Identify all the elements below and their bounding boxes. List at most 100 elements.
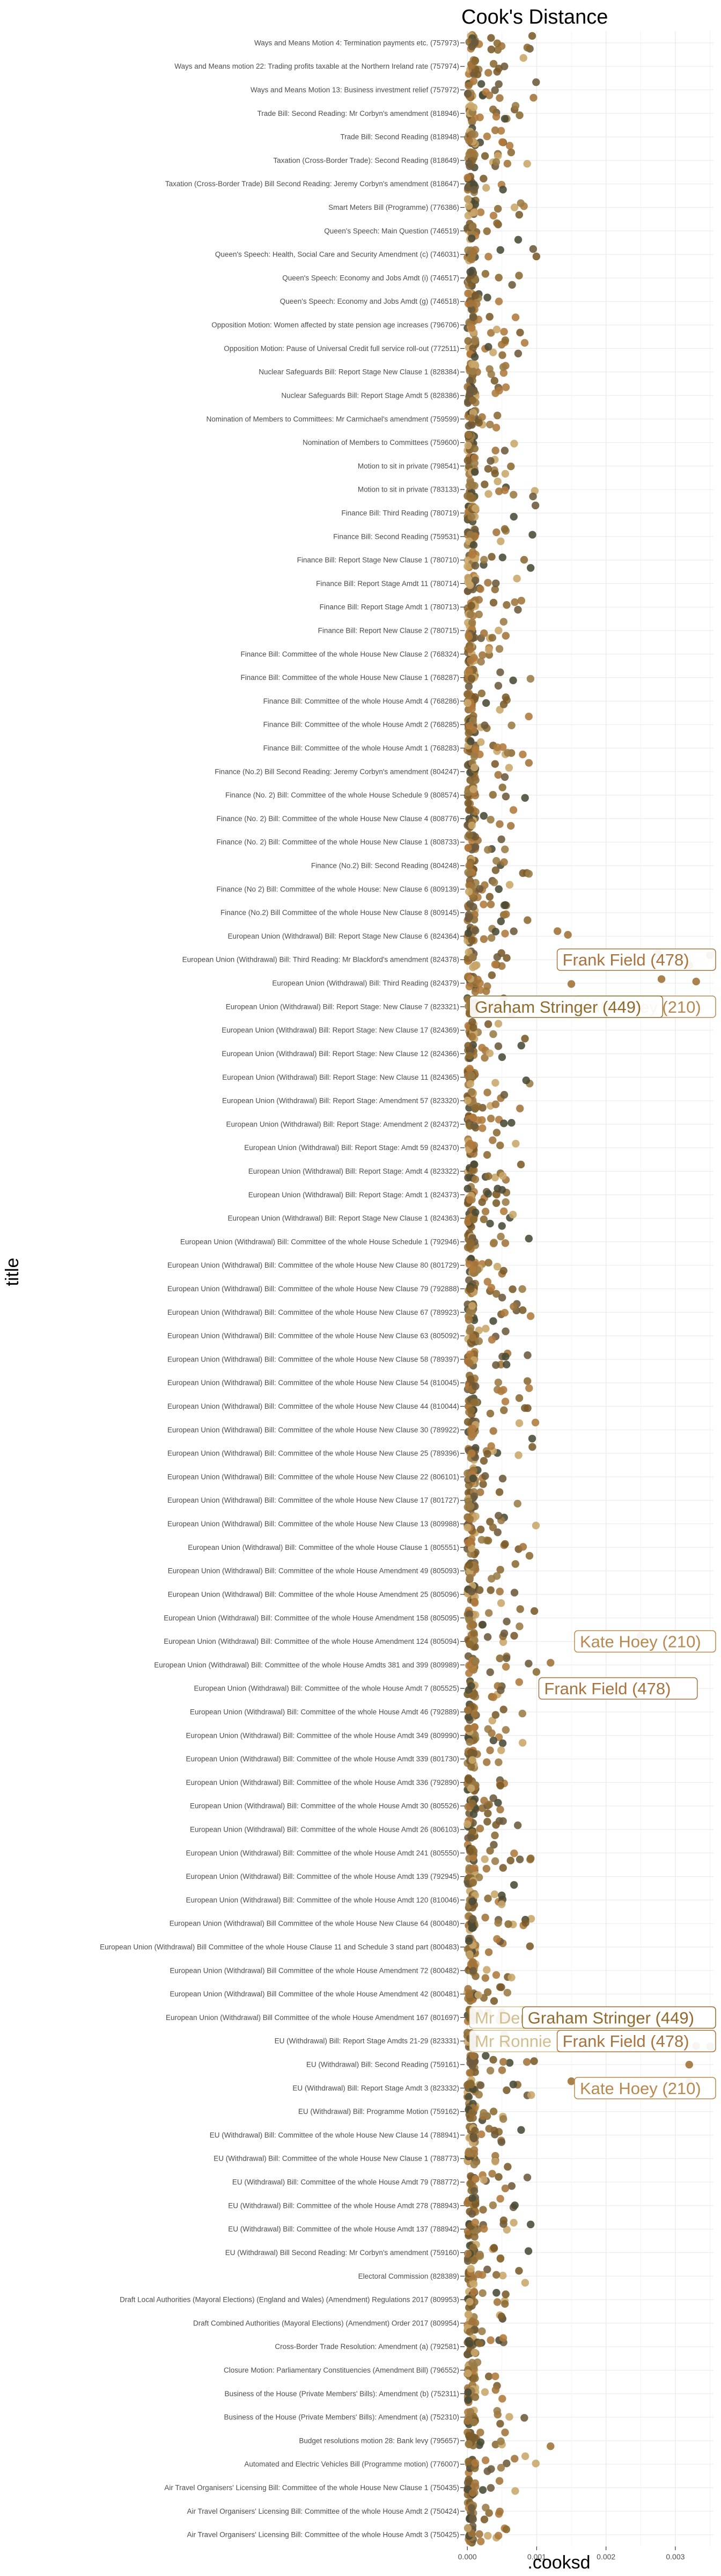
data-point xyxy=(510,1589,519,1597)
data-point xyxy=(502,1654,511,1663)
data-point xyxy=(513,574,521,583)
data-point xyxy=(479,1124,487,1132)
data-point xyxy=(514,236,523,244)
data-point xyxy=(483,227,491,236)
data-point xyxy=(471,468,479,476)
data-point xyxy=(489,60,498,68)
data-point xyxy=(478,1044,486,1052)
data-point xyxy=(530,1607,539,1615)
y-tick-label: Finance Bill: Committee of the whole Hou… xyxy=(241,650,459,658)
data-point xyxy=(511,2201,519,2209)
data-point xyxy=(467,235,476,243)
data-point xyxy=(498,1474,507,1483)
data-point xyxy=(475,1873,483,1882)
data-point xyxy=(521,2452,529,2461)
data-point xyxy=(467,602,475,610)
data-point xyxy=(470,1599,479,1607)
data-point xyxy=(523,2174,532,2182)
data-point xyxy=(480,2224,488,2233)
data-point xyxy=(529,245,538,253)
data-point xyxy=(467,1550,475,1558)
data-point xyxy=(499,618,507,626)
data-point xyxy=(464,1706,472,1715)
y-tick-label: European Union (Withdrawal) Bill: Report… xyxy=(248,1167,459,1175)
data-point xyxy=(499,1864,507,1872)
data-point xyxy=(464,337,472,345)
data-point xyxy=(491,470,499,478)
data-point xyxy=(470,208,479,217)
data-point xyxy=(487,45,495,54)
data-point xyxy=(485,313,494,321)
data-point xyxy=(528,1443,536,1451)
data-point xyxy=(499,1706,507,1714)
y-tick-label: Nomination of Members to Committees: Mr … xyxy=(206,415,459,423)
y-tick-label: Motion to sit in private (798541) xyxy=(358,462,459,470)
data-point xyxy=(511,2487,519,2495)
data-point xyxy=(464,456,472,465)
data-point xyxy=(466,1847,474,1855)
y-tick-label: Ways and Means motion 22: Trading profit… xyxy=(174,62,459,70)
y-axis-title: title xyxy=(2,1258,23,1286)
data-point xyxy=(497,1599,505,1607)
y-tick-label: European Union (Withdrawal) Bill: Report… xyxy=(226,1120,459,1128)
x-tick-label: 0.002 xyxy=(597,2552,615,2561)
data-point xyxy=(468,1799,476,1807)
data-point xyxy=(466,776,474,784)
data-point xyxy=(470,2146,479,2154)
data-point xyxy=(485,2125,493,2133)
data-point xyxy=(519,1543,527,1551)
data-point xyxy=(464,2524,472,2533)
data-point xyxy=(469,1923,477,1932)
data-point xyxy=(477,657,485,666)
y-tick-label: EU (Withdrawal) Bill: Committee of the w… xyxy=(214,2155,459,2163)
data-point xyxy=(475,2530,483,2538)
data-point xyxy=(486,1847,494,1855)
data-point xyxy=(501,470,510,478)
data-point xyxy=(497,1233,505,1241)
data-point xyxy=(464,195,472,203)
data-point xyxy=(481,152,489,160)
data-point xyxy=(472,576,480,584)
data-point xyxy=(485,1049,494,1057)
y-tick-label: European Union (Withdrawal) Bill: Commit… xyxy=(168,1567,459,1575)
data-point xyxy=(492,423,501,432)
data-point xyxy=(480,1215,488,1224)
y-tick-label: Nomination of Members to Committees (759… xyxy=(303,438,459,447)
data-point xyxy=(478,2271,487,2279)
data-point xyxy=(476,585,484,593)
data-point xyxy=(488,553,496,561)
data-point xyxy=(472,1657,480,1665)
data-point xyxy=(519,54,527,62)
data-point xyxy=(475,2339,483,2347)
data-point xyxy=(482,1324,490,1333)
y-tick-label: European Union (Withdrawal) Bill Committ… xyxy=(170,1966,459,1974)
data-point xyxy=(480,2109,488,2117)
annotation-text: Frank Field (478) xyxy=(563,950,689,969)
data-point xyxy=(466,581,474,589)
data-point xyxy=(464,173,472,182)
y-tick-label: Smart Meters Bill (Programme) (776386) xyxy=(328,203,459,211)
data-point xyxy=(470,2134,478,2143)
data-point xyxy=(480,901,488,909)
data-point xyxy=(464,2350,472,2358)
data-point xyxy=(487,900,495,909)
data-point xyxy=(471,2434,479,2442)
y-tick-label: European Union (Withdrawal) Bill: Commit… xyxy=(167,1308,459,1316)
data-point xyxy=(467,1834,475,1842)
data-point xyxy=(489,348,497,356)
data-point xyxy=(516,111,524,119)
data-point xyxy=(469,149,477,157)
data-point xyxy=(470,2287,478,2296)
data-point xyxy=(471,200,480,208)
data-point xyxy=(469,1915,477,1923)
data-point xyxy=(466,2407,475,2416)
data-point xyxy=(525,1234,533,1243)
data-point xyxy=(470,2348,479,2357)
data-point xyxy=(471,1175,480,1183)
data-point xyxy=(499,2058,507,2066)
data-point xyxy=(483,1278,492,1286)
data-point xyxy=(481,721,489,729)
y-tick-label: European Union (Withdrawal) Bill: Commit… xyxy=(186,1872,459,1880)
data-point xyxy=(484,1536,492,1545)
y-tick-label: Ways and Means Motion 4: Termination pay… xyxy=(254,39,459,47)
